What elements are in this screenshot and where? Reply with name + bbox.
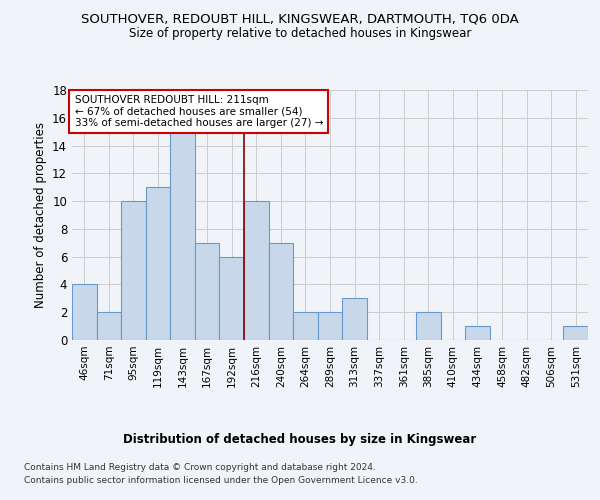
Bar bbox=[97, 312, 121, 340]
Bar bbox=[293, 312, 318, 340]
Text: SOUTHOVER REDOUBT HILL: 211sqm
← 67% of detached houses are smaller (54)
33% of : SOUTHOVER REDOUBT HILL: 211sqm ← 67% of … bbox=[74, 95, 323, 128]
Text: SOUTHOVER, REDOUBT HILL, KINGSWEAR, DARTMOUTH, TQ6 0DA: SOUTHOVER, REDOUBT HILL, KINGSWEAR, DART… bbox=[81, 12, 519, 26]
Bar bbox=[220, 256, 244, 340]
Bar bbox=[244, 201, 269, 340]
Bar bbox=[72, 284, 97, 340]
Bar bbox=[416, 312, 440, 340]
Bar bbox=[195, 243, 220, 340]
Bar bbox=[342, 298, 367, 340]
Bar bbox=[318, 312, 342, 340]
Text: Contains public sector information licensed under the Open Government Licence v3: Contains public sector information licen… bbox=[24, 476, 418, 485]
Text: Contains HM Land Registry data © Crown copyright and database right 2024.: Contains HM Land Registry data © Crown c… bbox=[24, 462, 376, 471]
Y-axis label: Number of detached properties: Number of detached properties bbox=[34, 122, 47, 308]
Text: Size of property relative to detached houses in Kingswear: Size of property relative to detached ho… bbox=[129, 28, 471, 40]
Bar bbox=[465, 326, 490, 340]
Bar bbox=[146, 187, 170, 340]
Text: Distribution of detached houses by size in Kingswear: Distribution of detached houses by size … bbox=[124, 432, 476, 446]
Bar bbox=[121, 201, 146, 340]
Bar bbox=[170, 132, 195, 340]
Bar bbox=[269, 243, 293, 340]
Bar bbox=[563, 326, 588, 340]
